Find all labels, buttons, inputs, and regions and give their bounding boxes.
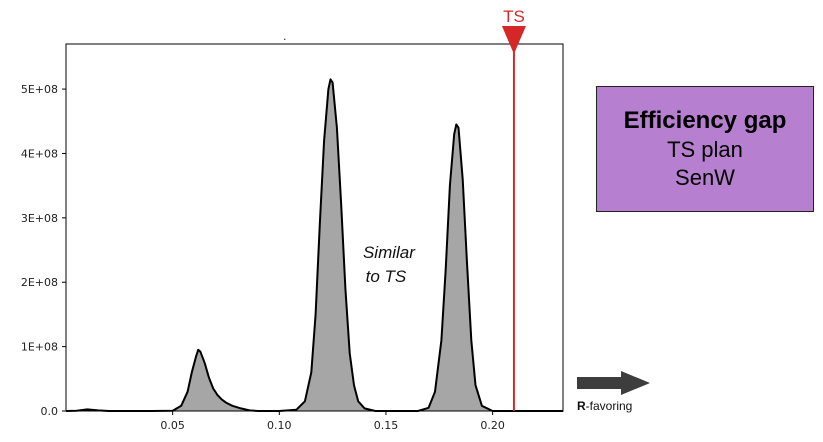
ts-label: TS: [503, 7, 525, 26]
arrow-shaft: [577, 377, 623, 389]
info-box-chamber: SenW: [675, 165, 735, 190]
annotation-line-1: Similar: [363, 243, 416, 262]
info-box: Efficiency gap TS plan SenW: [596, 86, 814, 212]
y-tick-label: 5E+08: [21, 83, 58, 96]
density-area: [66, 79, 563, 412]
y-tick-label: 1E+08: [21, 341, 58, 354]
y-tick-label: 0.0: [41, 405, 59, 418]
x-tick-label: 0.15: [374, 419, 399, 432]
plot-frame: [65, 43, 564, 412]
direction-label: R-favoring: [577, 399, 632, 413]
direction-arrow: [577, 371, 650, 395]
density-curve: [65, 78, 563, 412]
ts-marker-triangle: [501, 26, 526, 54]
direction-label-rest: -favoring: [585, 399, 633, 413]
annotation-line-2: to TS: [366, 267, 407, 286]
info-box-title: Efficiency gap: [623, 107, 787, 134]
info-box-plan: TS plan: [667, 137, 743, 162]
x-tick-label: 0.20: [480, 419, 505, 432]
x-tick-label: 0.10: [267, 419, 292, 432]
x-tick-label: 0.05: [160, 419, 185, 432]
y-tick-label: 3E+08: [21, 212, 58, 225]
axis-ticks: 0.05 0.10 0.15 0.20 0.0 1E+08 2E+08 3E+08 4E+08 5…: [21, 83, 505, 432]
y-tick-label: 4E+08: [21, 147, 58, 160]
small-mark: .: [283, 30, 287, 43]
arrow-head: [621, 371, 650, 395]
y-tick-label: 2E+08: [21, 276, 58, 289]
direction-label-bold: R: [577, 399, 586, 413]
